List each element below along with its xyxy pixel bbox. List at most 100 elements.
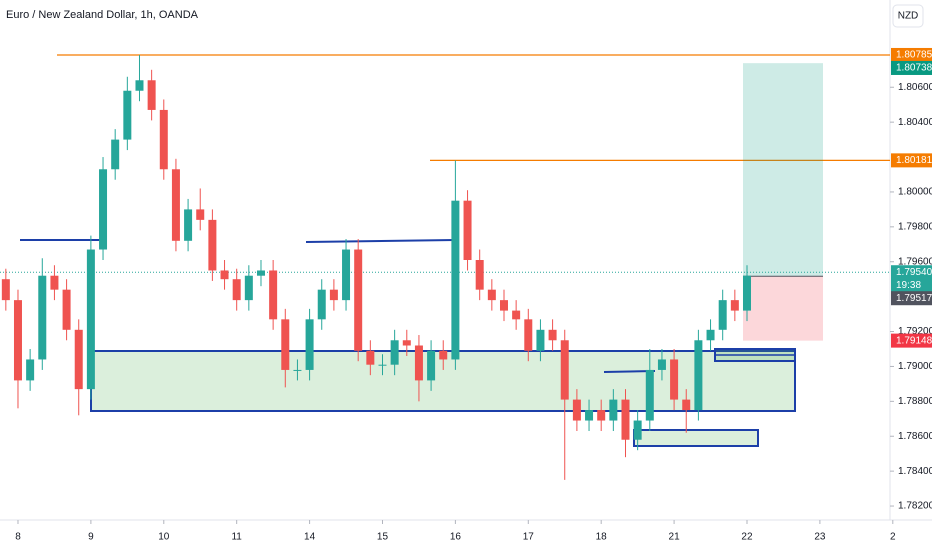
candle-body — [451, 200, 460, 360]
candle-body — [184, 209, 193, 241]
y-tick-label: 1.79200 — [898, 326, 932, 337]
x-tick-label: 21 — [669, 532, 681, 543]
candle-body — [585, 410, 594, 421]
y-tick-label: 1.80400 — [898, 117, 932, 128]
candle-body — [670, 359, 679, 400]
candle-body — [159, 109, 168, 170]
candle-body — [74, 329, 83, 390]
candle-body — [26, 359, 35, 381]
candle-body — [366, 350, 375, 365]
x-tick-label: 9 — [88, 532, 94, 543]
candle-body — [196, 209, 205, 220]
candle-body — [269, 270, 278, 320]
candle-body — [463, 200, 472, 260]
candle-body — [536, 329, 545, 351]
stop-zone — [743, 276, 823, 341]
candle-body — [390, 340, 399, 365]
candle-body — [147, 80, 156, 110]
candle-body — [524, 319, 533, 351]
price-label: 1.79540 — [896, 267, 932, 278]
candle-body — [38, 275, 47, 360]
currency-button[interactable] — [892, 4, 924, 28]
countdown-box — [891, 278, 932, 293]
candle-body — [572, 399, 581, 421]
candle-body — [633, 420, 642, 440]
x-tick-label: 18 — [596, 532, 608, 543]
candle-body — [609, 399, 618, 421]
target-zone — [743, 63, 823, 277]
countdown: 19:38 — [896, 280, 921, 291]
x-tick-label: 23 — [814, 532, 826, 543]
candle-body — [402, 340, 411, 346]
candle-body — [512, 310, 521, 320]
price-label-box — [891, 153, 932, 168]
candle-body — [305, 319, 314, 370]
y-tick-label: 1.80600 — [898, 82, 932, 93]
candle-body — [427, 350, 436, 381]
currency-label: NZD — [898, 11, 919, 22]
level-line — [305, 239, 456, 243]
chart-title: Euro / New Zealand Dollar, 1h, OANDA — [6, 9, 199, 21]
y-tick-label: 1.78200 — [898, 501, 932, 512]
candle-body — [50, 275, 59, 290]
candle-body — [548, 329, 557, 341]
candle-body — [378, 364, 387, 366]
candle-body — [354, 249, 363, 351]
candle-body — [317, 289, 326, 320]
candle-body — [232, 279, 241, 301]
price-label-box — [891, 60, 932, 75]
price-label-box — [891, 265, 932, 280]
price-label-box — [891, 291, 932, 306]
candle-body — [293, 369, 302, 371]
candle-body — [706, 329, 715, 341]
y-tick-label: 1.79800 — [898, 221, 932, 232]
candle-body — [694, 340, 703, 411]
x-tick-label: 11 — [231, 532, 242, 543]
y-tick-label: 1.79600 — [898, 256, 932, 267]
candle-body — [682, 399, 691, 411]
candle-body — [730, 300, 739, 311]
candle-body — [99, 169, 108, 250]
y-tick-label: 1.79000 — [898, 361, 932, 372]
candle-body — [499, 300, 508, 311]
x-tick-label: 10 — [158, 532, 170, 543]
candle-body — [135, 80, 144, 91]
candle-body — [13, 300, 22, 381]
x-tick-label: 15 — [377, 532, 389, 543]
candle-body — [645, 369, 654, 421]
x-tick-label: 22 — [741, 532, 753, 543]
y-tick-label: 1.78600 — [898, 431, 932, 442]
price-label-box — [891, 333, 932, 348]
x-tick-label: 2 — [890, 532, 896, 543]
y-tick-label: 1.78800 — [898, 396, 932, 407]
x-tick-label: 16 — [450, 532, 462, 543]
candle-body — [244, 275, 253, 301]
price-label: 1.79148 — [896, 335, 932, 346]
candle-body — [718, 300, 727, 330]
candle-body — [439, 350, 448, 360]
candle-body — [487, 289, 496, 301]
candle-body — [597, 410, 606, 421]
candle-body — [62, 289, 71, 330]
price-label: 1.80738 — [896, 63, 932, 74]
candle-body — [742, 275, 751, 311]
candle-body — [342, 249, 351, 301]
candle-body — [111, 139, 120, 170]
price-label: 1.80181 — [896, 155, 932, 166]
candle-body — [123, 90, 132, 140]
candle-body — [256, 270, 265, 276]
candle-body — [414, 345, 423, 381]
candle-body — [560, 340, 569, 400]
y-tick-label: 1.78400 — [898, 466, 932, 477]
price-label: 1.80785 — [896, 50, 932, 61]
price-label-box — [891, 47, 932, 62]
candle-body — [657, 359, 666, 370]
x-tick-label: 14 — [304, 532, 316, 543]
x-tick-label: 17 — [523, 532, 535, 543]
candle-body — [220, 270, 229, 280]
candle-body — [1, 279, 10, 301]
candle-body — [621, 399, 630, 440]
candle-body — [208, 219, 217, 271]
candle-body — [281, 319, 290, 370]
